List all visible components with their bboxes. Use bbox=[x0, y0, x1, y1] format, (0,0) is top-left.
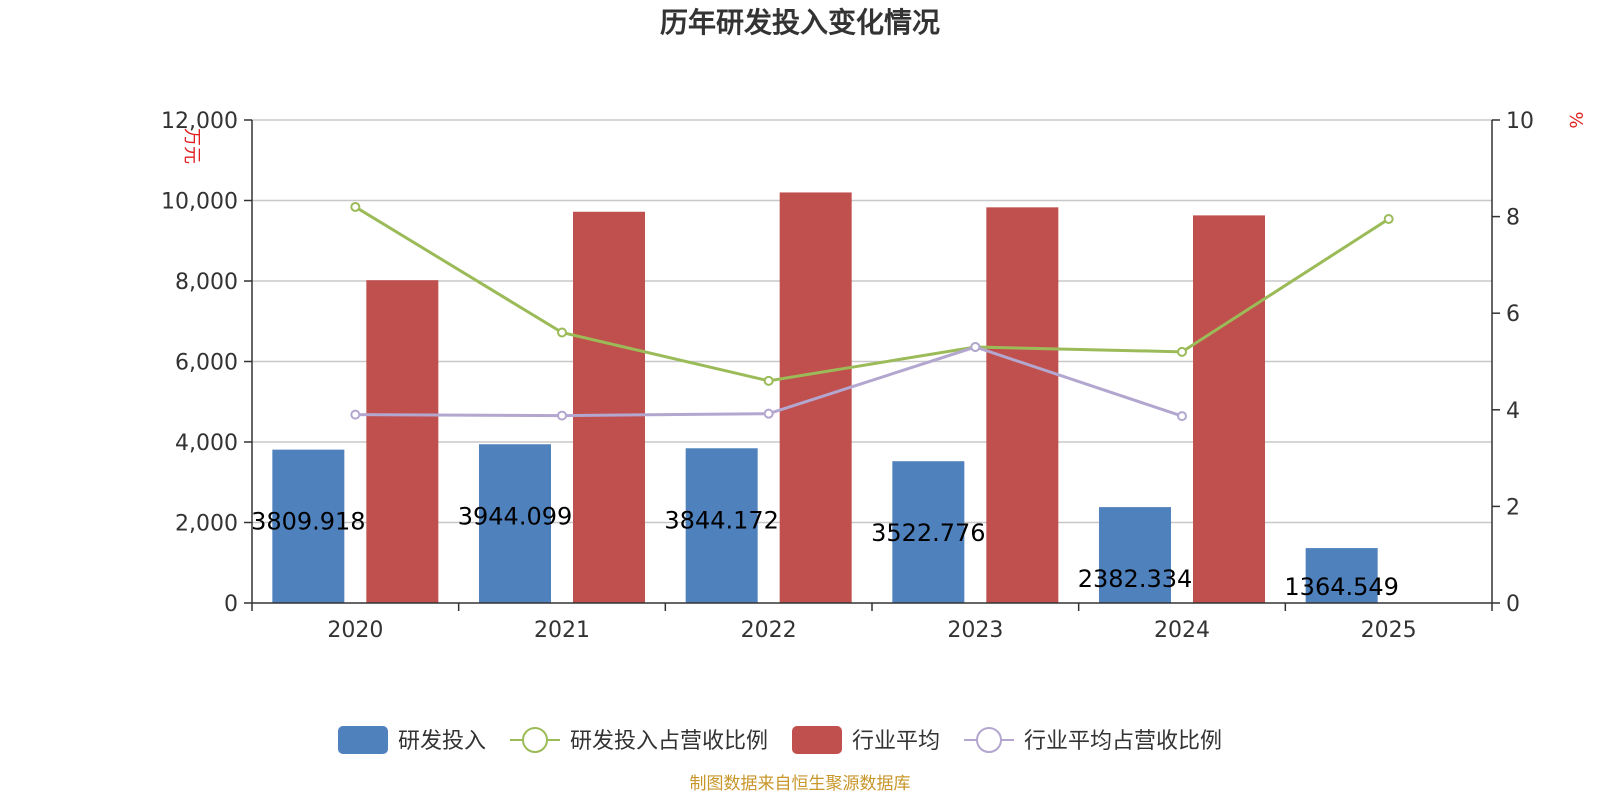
bar-rd bbox=[892, 461, 965, 603]
left-tick-label: 0 bbox=[224, 592, 238, 617]
line-point bbox=[970, 342, 981, 353]
right-tick-label: 2 bbox=[1506, 495, 1520, 520]
line-point bbox=[1383, 214, 1394, 225]
line-point bbox=[763, 408, 774, 419]
left-tick-label: 8,000 bbox=[175, 270, 238, 295]
x-tick-label: 2020 bbox=[327, 618, 383, 643]
chart-title: 历年研发投入变化情况 bbox=[660, 6, 940, 39]
left-axis-unit: 万元 bbox=[181, 128, 202, 164]
bar-data-label: 3844.172 bbox=[664, 506, 779, 534]
bar-rd bbox=[1305, 548, 1378, 603]
x-tick-label: 2022 bbox=[741, 618, 797, 643]
right-tick-label: 6 bbox=[1506, 302, 1520, 327]
right-tick-label: 8 bbox=[1506, 206, 1520, 231]
bar-rd bbox=[1099, 507, 1171, 603]
bar-data-label: 3809.918 bbox=[251, 508, 366, 536]
line-rd-ratio bbox=[354, 205, 1390, 383]
left-tick-label: 10,000 bbox=[161, 190, 238, 215]
right-tick-label: 0 bbox=[1506, 592, 1520, 617]
left-tick-label: 4,000 bbox=[175, 431, 238, 456]
legend-label: 研发投入 bbox=[398, 729, 486, 754]
left-tick-label: 6,000 bbox=[175, 351, 238, 376]
right-axis-unit: % bbox=[1565, 111, 1586, 128]
bar-rd bbox=[685, 448, 758, 603]
data-labels: 3809.918 3944.099 3844.172 3522.776 2382.334… bbox=[251, 502, 1399, 601]
x-tick-label: 2023 bbox=[947, 618, 1003, 643]
right-tick-label: 10 bbox=[1506, 109, 1534, 134]
line-point bbox=[1177, 411, 1187, 422]
line-point bbox=[763, 375, 774, 386]
x-tick-label: 2021 bbox=[534, 618, 590, 643]
axes: 0 2,000 4,000 6,000 8,000 10,000 12,000 0 2 4 6 8 10… bbox=[161, 109, 1534, 643]
legend-label: 研发投入占营收比例 bbox=[570, 729, 768, 754]
line-point bbox=[557, 410, 567, 421]
line-point bbox=[350, 201, 361, 212]
line-point bbox=[1177, 346, 1187, 357]
right-tick-label: 4 bbox=[1506, 399, 1520, 424]
legend-marker bbox=[522, 727, 548, 753]
x-tick-label: 2025 bbox=[1361, 618, 1417, 643]
bar-industry bbox=[573, 211, 645, 603]
gridlines bbox=[252, 119, 1492, 524]
legend-swatch bbox=[338, 726, 388, 754]
left-tick-label: 2,000 bbox=[175, 512, 238, 537]
bar-rd bbox=[272, 449, 345, 603]
bars bbox=[272, 192, 1378, 603]
x-tick-label: 2024 bbox=[1154, 618, 1210, 643]
bar-industry bbox=[1193, 215, 1265, 603]
bar-industry bbox=[986, 207, 1059, 603]
legend-swatch bbox=[792, 726, 842, 754]
bar-industry bbox=[366, 280, 439, 603]
legend: 研发投入 研发投入占营收比例 行业平均 行业平均占营收比例 bbox=[338, 726, 1222, 754]
left-tick-label: 12,000 bbox=[161, 109, 238, 134]
line-point bbox=[350, 409, 361, 420]
bar-data-label: 3522.776 bbox=[871, 519, 986, 547]
legend-label: 行业平均 bbox=[852, 729, 940, 754]
line-point bbox=[557, 327, 567, 338]
source-note: 制图数据来自恒生聚源数据库 bbox=[690, 774, 911, 794]
line-series bbox=[350, 201, 1394, 422]
legend-marker bbox=[976, 727, 1002, 753]
bar-data-label: 2382.334 bbox=[1078, 565, 1193, 593]
bar-data-label: 1364.549 bbox=[1284, 573, 1399, 601]
bar-rd bbox=[479, 444, 551, 603]
legend-label: 行业平均占营收比例 bbox=[1024, 729, 1222, 754]
bar-data-label: 3944.099 bbox=[458, 502, 573, 530]
